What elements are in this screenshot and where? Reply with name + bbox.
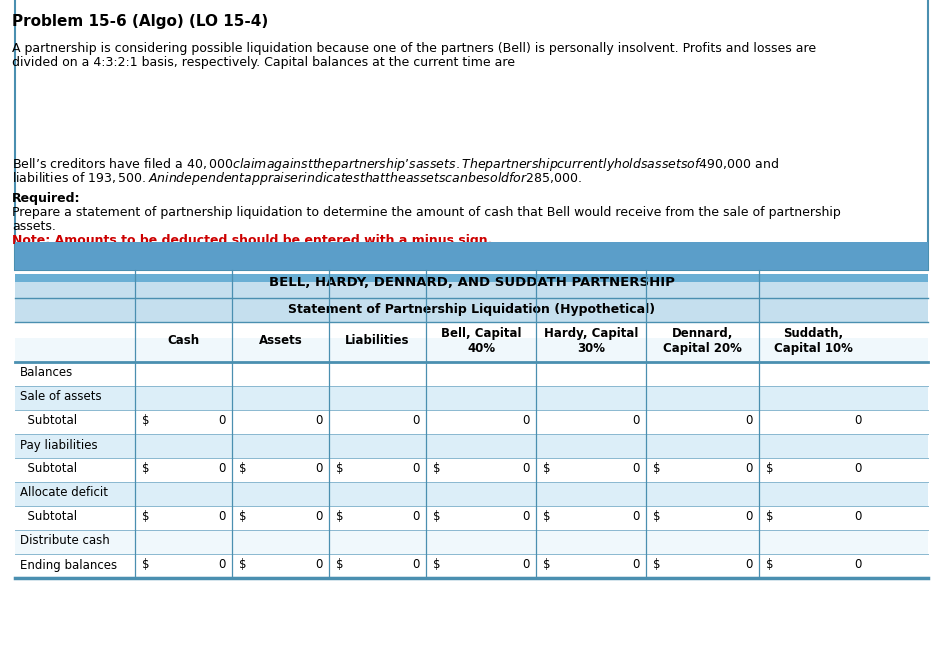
Bar bbox=[43, 2, 308, 72]
Text: $: $ bbox=[543, 559, 551, 571]
Text: 0: 0 bbox=[522, 415, 530, 428]
Text: Hardy, capital: Hardy, capital bbox=[50, 92, 150, 105]
Text: 0: 0 bbox=[746, 510, 753, 524]
Text: divided on a 4:3:2:1 basis, respectively. Capital balances at the current time a: divided on a 4:3:2:1 basis, respectively… bbox=[12, 56, 515, 69]
Text: Note: Amounts to be deducted should be entered with a minus sign.: Note: Amounts to be deducted should be e… bbox=[12, 234, 492, 247]
Text: 0: 0 bbox=[854, 415, 862, 428]
Text: $: $ bbox=[543, 462, 551, 475]
Text: Bell, Capital
40%: Bell, Capital 40% bbox=[440, 327, 521, 355]
Text: $: $ bbox=[766, 462, 773, 475]
Text: 0: 0 bbox=[522, 510, 530, 524]
Text: 0: 0 bbox=[219, 559, 226, 571]
Bar bbox=[15, 282, 928, 322]
Text: Pay liabilities: Pay liabilities bbox=[20, 439, 98, 451]
Text: 0: 0 bbox=[854, 462, 862, 475]
Text: 0: 0 bbox=[633, 559, 640, 571]
Text: 0: 0 bbox=[854, 510, 862, 524]
Text: 0: 0 bbox=[316, 462, 323, 475]
Text: A partnership is considering possible liquidation because one of the partners (B: A partnership is considering possible li… bbox=[12, 42, 816, 55]
Text: 84,000: 84,000 bbox=[248, 92, 290, 105]
Text: 0: 0 bbox=[219, 462, 226, 475]
Bar bbox=[15, 362, 928, 386]
Text: 0: 0 bbox=[413, 462, 420, 475]
Text: Problem 15-6 (Algo) (LO 15-4): Problem 15-6 (Algo) (LO 15-4) bbox=[12, 14, 268, 29]
Text: liabilities of $193,500. An independent appraiser indicates that the assets can : liabilities of $193,500. An independent … bbox=[12, 170, 582, 187]
Text: Statement of Partnership Liquidation (Hypothetical): Statement of Partnership Liquidation (Hy… bbox=[288, 303, 655, 315]
Text: BELL, HARDY, DENNARD, AND SUDDATH PARTNERSHIP: BELL, HARDY, DENNARD, AND SUDDATH PARTNE… bbox=[269, 277, 674, 290]
Text: Required:: Required: bbox=[12, 192, 80, 205]
Text: $: $ bbox=[653, 462, 660, 475]
Text: 0: 0 bbox=[219, 510, 226, 524]
Bar bbox=[15, 410, 928, 434]
Text: Dennard,
Capital 20%: Dennard, Capital 20% bbox=[663, 327, 742, 355]
Bar bbox=[15, 0, 928, 270]
Text: 0: 0 bbox=[316, 510, 323, 524]
Bar bbox=[15, 458, 928, 482]
Bar bbox=[15, 338, 928, 362]
Text: Sale of assets: Sale of assets bbox=[20, 390, 102, 404]
Text: 0: 0 bbox=[633, 415, 640, 428]
Text: $: $ bbox=[142, 415, 150, 428]
Text: Prepare a statement of partnership liquidation to determine the amount of cash t: Prepare a statement of partnership liqui… bbox=[12, 206, 841, 219]
Bar bbox=[15, 434, 928, 458]
Text: $ 98,500: $ 98,500 bbox=[248, 76, 305, 89]
Bar bbox=[15, 274, 928, 298]
Text: $: $ bbox=[239, 510, 246, 524]
Text: $: $ bbox=[766, 510, 773, 524]
Text: $: $ bbox=[142, 462, 150, 475]
Text: $: $ bbox=[653, 559, 660, 571]
Text: $: $ bbox=[239, 462, 246, 475]
Text: 0: 0 bbox=[522, 559, 530, 571]
Bar bbox=[15, 242, 928, 270]
Text: $: $ bbox=[336, 510, 343, 524]
Text: $: $ bbox=[653, 510, 660, 524]
Text: $: $ bbox=[336, 559, 343, 571]
Text: $: $ bbox=[336, 462, 343, 475]
Text: 0: 0 bbox=[522, 462, 530, 475]
Text: Suddath,
Capital 10%: Suddath, Capital 10% bbox=[774, 327, 852, 355]
Text: Dennard, capital: Dennard, capital bbox=[50, 108, 164, 121]
Bar bbox=[15, 482, 928, 506]
Text: $: $ bbox=[433, 510, 440, 524]
Text: Subtotal: Subtotal bbox=[20, 462, 77, 475]
Text: Subtotal: Subtotal bbox=[20, 510, 77, 524]
Bar bbox=[15, 386, 928, 410]
Text: Distribute cash: Distribute cash bbox=[20, 535, 109, 548]
Text: 0: 0 bbox=[316, 559, 323, 571]
Text: 0: 0 bbox=[633, 462, 640, 475]
Text: 0: 0 bbox=[413, 559, 420, 571]
Text: Suddath, capital: Suddath, capital bbox=[50, 124, 164, 137]
Text: 0: 0 bbox=[219, 415, 226, 428]
Text: $: $ bbox=[239, 559, 246, 571]
Text: $: $ bbox=[543, 510, 551, 524]
Text: 0: 0 bbox=[854, 559, 862, 571]
Text: 0: 0 bbox=[746, 559, 753, 571]
Text: $: $ bbox=[142, 510, 150, 524]
Text: $: $ bbox=[766, 559, 773, 571]
Text: 0: 0 bbox=[746, 415, 753, 428]
Bar bbox=[15, 530, 928, 554]
Text: 0: 0 bbox=[413, 510, 420, 524]
Text: assets.: assets. bbox=[12, 220, 56, 233]
Text: Allocate deficit: Allocate deficit bbox=[20, 486, 108, 499]
Text: $: $ bbox=[142, 559, 150, 571]
Text: Balances: Balances bbox=[20, 366, 74, 379]
Text: 0: 0 bbox=[316, 415, 323, 428]
Text: $: $ bbox=[433, 559, 440, 571]
Text: Assets: Assets bbox=[258, 335, 303, 348]
Text: Subtotal: Subtotal bbox=[20, 415, 77, 428]
Text: 99,000: 99,000 bbox=[248, 124, 290, 137]
Text: Cash: Cash bbox=[168, 335, 200, 348]
Text: 15,000: 15,000 bbox=[248, 108, 290, 121]
Bar bbox=[15, 506, 928, 530]
Text: 0: 0 bbox=[413, 415, 420, 428]
Text: Ending balances: Ending balances bbox=[20, 559, 117, 571]
Text: Hardy, Capital
30%: Hardy, Capital 30% bbox=[544, 327, 638, 355]
Text: Bell’s creditors have filed a $40,000 claim against the partnership’s assets. Th: Bell’s creditors have filed a $40,000 cl… bbox=[12, 156, 779, 173]
Text: Liabilities: Liabilities bbox=[345, 335, 410, 348]
Text: 0: 0 bbox=[746, 462, 753, 475]
Text: 0: 0 bbox=[633, 510, 640, 524]
Text: $: $ bbox=[433, 462, 440, 475]
Text: Bell, capital: Bell, capital bbox=[50, 76, 142, 89]
